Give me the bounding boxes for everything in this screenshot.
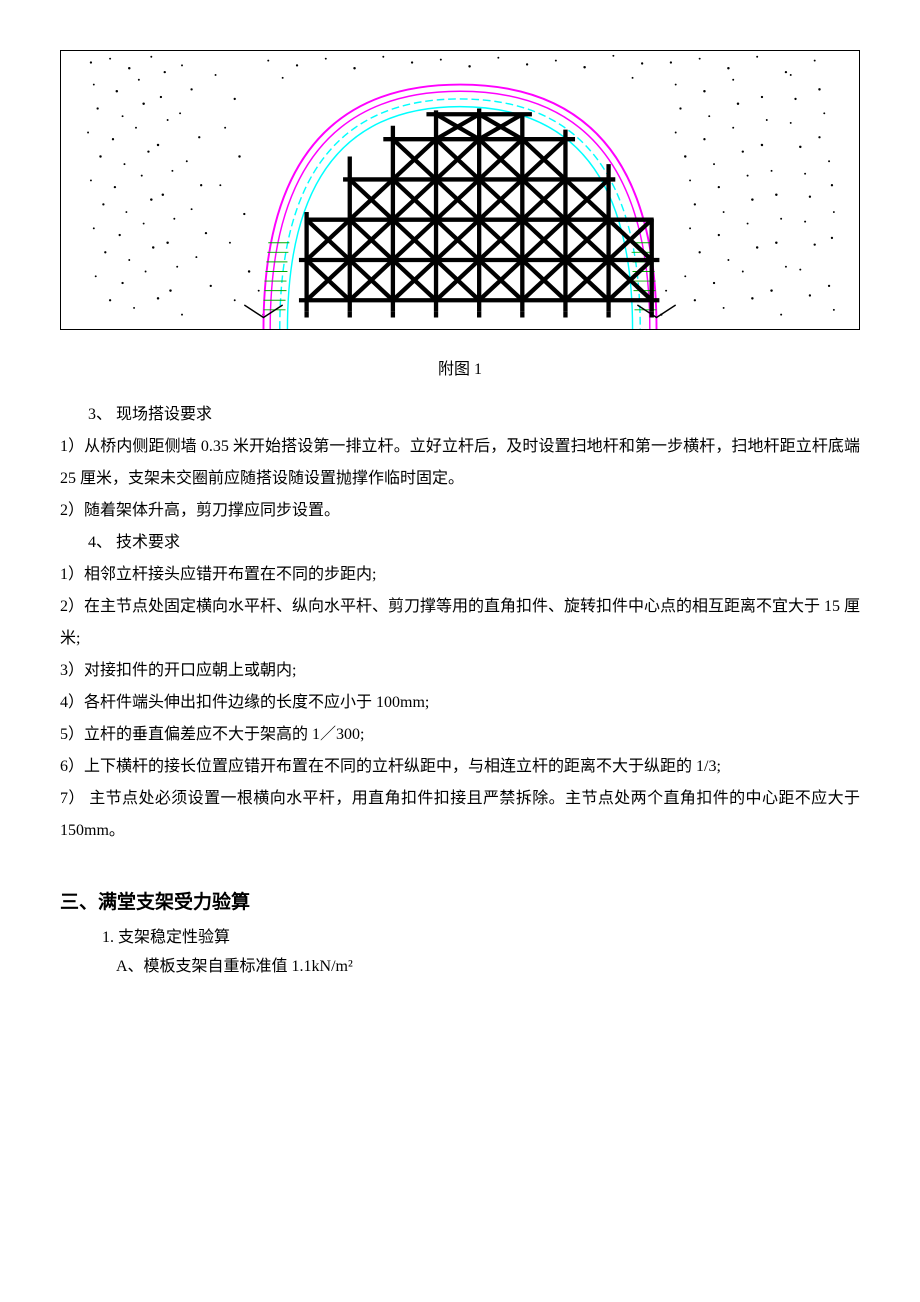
item-4-2: 2）在主节点处固定横向水平杆、纵向水平杆、剪刀撑等用的直角扣件、旋转扣件中心点的…	[60, 591, 860, 655]
item-4-3: 3）对接扣件的开口应朝上或朝内;	[60, 655, 860, 687]
item-4-title: 4、 技术要求	[88, 527, 860, 559]
item-4-7: 7） 主节点处必须设置一根横向水平杆，用直角扣件扣接且严禁拆除。主节点处两个直角…	[60, 783, 860, 847]
item-4-1: 1）相邻立杆接头应错开布置在不同的步距内;	[60, 559, 860, 591]
item-4-4: 4）各杆件端头伸出扣件边缘的长度不应小于 100mm;	[60, 687, 860, 719]
tunnel-scaffold-diagram	[60, 50, 860, 330]
figure-caption: 附图 1	[60, 355, 860, 379]
item-3-1: 1）从桥内侧距侧墙 0.35 米开始搭设第一排立杆。立好立杆后，及时设置扫地杆和…	[60, 431, 860, 495]
section-3-sub1: 1. 支架稳定性验算	[102, 924, 860, 953]
figure-container	[60, 50, 860, 335]
section-3-title: 三、满堂支架受力验算	[60, 887, 860, 914]
section-3-sub1a: A、模板支架自重标准值 1.1kN/m²	[116, 953, 860, 982]
item-3-2: 2）随着架体升高，剪刀撑应同步设置。	[60, 495, 860, 527]
item-3-title: 3、 现场搭设要求	[88, 399, 860, 431]
item-4-5: 5）立杆的垂直偏差应不大于架高的 1／300;	[60, 719, 860, 751]
item-4-6: 6）上下横杆的接长位置应错开布置在不同的立杆纵距中，与相连立杆的距离不大于纵距的…	[60, 751, 860, 783]
